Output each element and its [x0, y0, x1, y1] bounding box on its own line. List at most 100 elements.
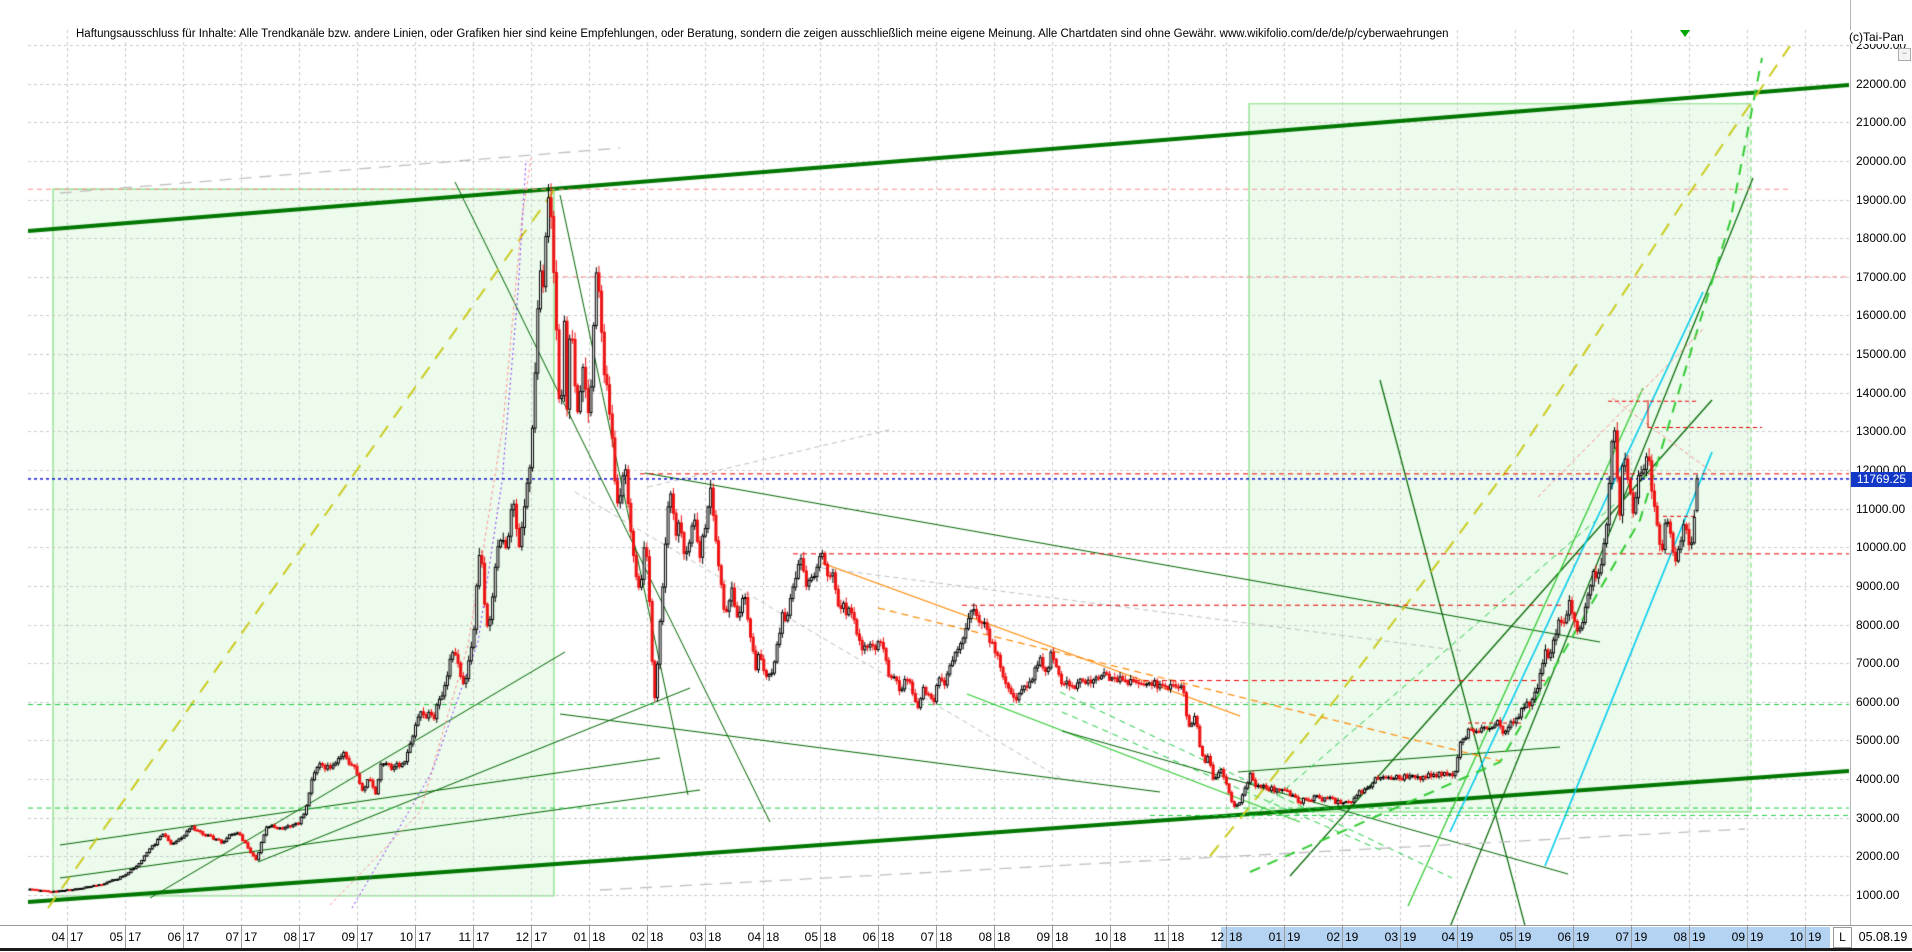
x-axis-label: 17	[128, 930, 142, 944]
x-axis-label: 19	[1750, 930, 1764, 944]
x-axis-label: 04	[51, 930, 65, 944]
x-axis-label: 19	[1808, 930, 1822, 944]
x-axis-label: 17	[70, 930, 84, 944]
x-axis-label: 06	[167, 930, 181, 944]
collapse-icon[interactable]: −	[1898, 48, 1911, 61]
x-axis-label: 19	[1518, 930, 1532, 944]
y-axis-label: 19000.00	[1856, 192, 1907, 207]
x-axis-label: 17	[302, 930, 316, 944]
x-axis-label: 08	[283, 930, 297, 944]
x-axis-tick	[1342, 926, 1343, 949]
x-axis-label: 19	[1403, 930, 1417, 944]
x-axis-tick	[1457, 926, 1458, 949]
y-axis-label: 18000.00	[1856, 231, 1907, 246]
price-badge: 11769.25	[1851, 472, 1912, 487]
y-axis-label: 17000.00	[1856, 269, 1907, 284]
x-axis-tick	[1747, 926, 1748, 949]
x-axis-label: 03	[1384, 930, 1398, 944]
x-axis-label: 18	[1171, 930, 1185, 944]
y-axis-label: 13000.00	[1856, 424, 1907, 439]
x-axis-label: 04	[747, 930, 761, 944]
x-axis-label: 17	[186, 930, 200, 944]
x-axis-label: 02	[631, 930, 645, 944]
y-axis-label: 20000.00	[1856, 153, 1907, 168]
x-axis-tick	[1689, 926, 1690, 949]
x-axis-tick	[1052, 926, 1053, 949]
x-axis-tick	[1631, 926, 1632, 949]
x-axis-label: 07	[225, 930, 239, 944]
x-axis-label: 19	[1287, 930, 1301, 944]
x-axis-tick	[125, 926, 126, 949]
x-axis-label: 18	[592, 930, 606, 944]
x-axis-label: 05	[804, 930, 818, 944]
x-axis-label: 06	[1557, 930, 1571, 944]
x-axis-label: 09	[1036, 930, 1050, 944]
y-axis-label: 14000.00	[1856, 385, 1907, 400]
x-axis-label: 18	[708, 930, 722, 944]
x-axis-tick	[1226, 926, 1227, 949]
x-axis-label: 19	[1634, 930, 1648, 944]
x-axis-tick	[1110, 926, 1111, 949]
y-axis-label: 3000.00	[1856, 810, 1900, 825]
x-axis-label: 18	[939, 930, 953, 944]
x-axis-tick	[647, 926, 648, 949]
y-axis-label: 6000.00	[1856, 694, 1900, 709]
x-axis-label: 18	[766, 930, 780, 944]
x-axis-label: 18	[650, 930, 664, 944]
x-axis-label: 06	[862, 930, 876, 944]
y-axis-label: 15000.00	[1856, 347, 1907, 362]
x-axis-tick	[878, 926, 879, 949]
last-bar-label-l: L	[1833, 927, 1852, 948]
y-axis-label: 22000.00	[1856, 76, 1907, 91]
x-axis-tick	[820, 926, 821, 949]
x-axis-tick	[241, 926, 242, 949]
y-axis-label: 21000.00	[1856, 115, 1907, 130]
x-axis-tick	[1284, 926, 1285, 949]
x-axis-label: 05	[109, 930, 123, 944]
y-axis-label: 7000.00	[1856, 656, 1900, 671]
x-axis-tick	[415, 926, 416, 949]
x-axis-tick	[299, 926, 300, 949]
x-axis-highlight	[1221, 927, 1830, 949]
x-axis-label: 18	[997, 930, 1011, 944]
y-axis-label: 10000.00	[1856, 540, 1907, 555]
x-axis-label: 19	[1576, 930, 1590, 944]
x-axis-label: 17	[534, 930, 548, 944]
x-axis-label: 01	[573, 930, 587, 944]
x-axis-label: 12	[515, 930, 529, 944]
x-axis-label: 18	[1229, 930, 1243, 944]
x-axis-tick	[473, 926, 474, 949]
x-axis-label: 08	[978, 930, 992, 944]
x-axis-label: 17	[244, 930, 258, 944]
copyright-label: (c)Tai-Pan	[1849, 30, 1912, 44]
axis-bottom-border	[0, 948, 1912, 951]
x-axis-label: 07	[1615, 930, 1629, 944]
disclaimer-text: Haftungsausschluss für Inhalte: Alle Tre…	[76, 28, 1449, 40]
x-axis-tick	[1400, 926, 1401, 949]
x-axis-label: 11	[1153, 930, 1166, 944]
x-axis-tick	[1515, 926, 1516, 949]
x-axis-label: 08	[1673, 930, 1687, 944]
x-axis-label: 17	[360, 930, 374, 944]
x-axis-tick	[531, 926, 532, 949]
y-axis-label: 2000.00	[1856, 849, 1900, 864]
y-axis-label: 8000.00	[1856, 617, 1900, 632]
x-axis-label: 07	[920, 930, 934, 944]
x-axis-label: 10	[399, 930, 413, 944]
x-axis-label: 19	[1692, 930, 1706, 944]
x-axis-label: 09	[341, 930, 355, 944]
x-axis-label: 09	[1731, 930, 1745, 944]
x-axis-label: 18	[1055, 930, 1069, 944]
y-axis-label: 4000.00	[1856, 772, 1900, 787]
x-axis-tick	[589, 926, 590, 949]
y-axis-label: 5000.00	[1856, 733, 1900, 748]
x-axis-tick	[1168, 926, 1169, 949]
x-axis-label: 18	[881, 930, 895, 944]
x-axis-tick	[936, 926, 937, 949]
x-axis-label: 10	[1094, 930, 1108, 944]
x-axis-tick	[183, 926, 184, 949]
x-axis-label: 19	[1345, 930, 1359, 944]
y-axis-label: 9000.00	[1856, 578, 1900, 593]
